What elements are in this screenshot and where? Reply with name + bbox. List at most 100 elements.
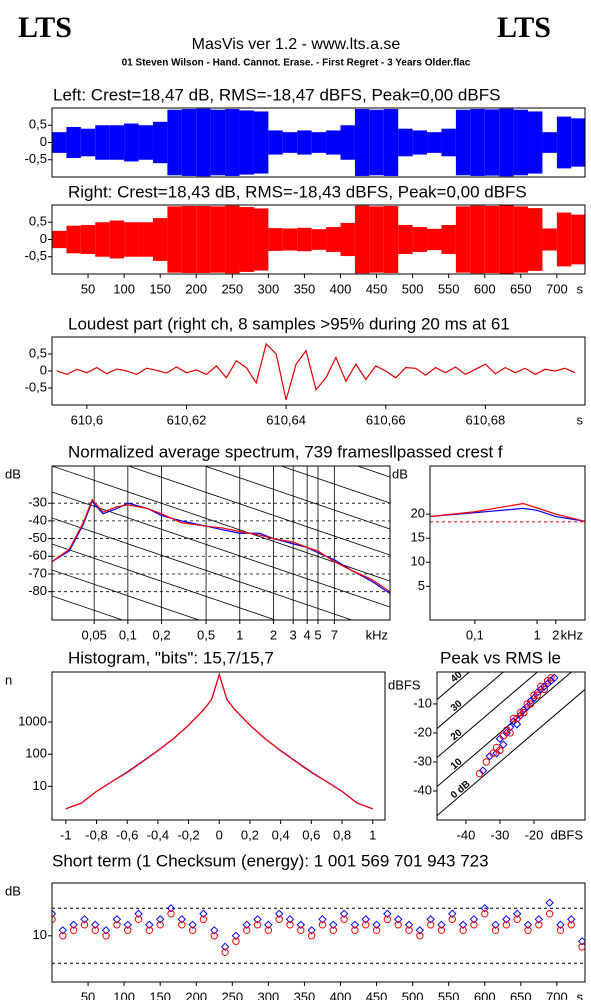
point bbox=[567, 921, 575, 929]
series-line bbox=[430, 507, 585, 522]
point bbox=[274, 909, 284, 919]
crest-label: 0 dB bbox=[449, 779, 473, 801]
point bbox=[134, 915, 143, 923]
point bbox=[459, 926, 467, 934]
y-tick-label: -70 bbox=[28, 565, 47, 580]
series-line bbox=[65, 672, 373, 810]
point bbox=[264, 920, 273, 930]
x-tick-label: 500 bbox=[402, 281, 424, 296]
waveform-segment bbox=[412, 130, 428, 155]
point bbox=[475, 769, 484, 778]
waveform-segment bbox=[354, 205, 370, 274]
waveform-segment bbox=[542, 132, 557, 153]
waveform-segment bbox=[470, 109, 485, 176]
point bbox=[297, 926, 305, 934]
point bbox=[307, 926, 316, 935]
y-tick-label: 5 bbox=[418, 578, 425, 593]
y-tick-label: 20 bbox=[411, 506, 425, 521]
waveform-segment bbox=[109, 220, 125, 259]
x-tick-label: -40 bbox=[457, 827, 476, 842]
waveform-segment bbox=[66, 225, 81, 254]
x-tick-label: 250 bbox=[221, 281, 243, 296]
point bbox=[567, 915, 576, 924]
x-tick-label: 610,6 bbox=[71, 412, 104, 427]
x-tick-label: 2 bbox=[552, 627, 559, 642]
crest-label: 20 bbox=[449, 727, 465, 743]
point bbox=[513, 915, 521, 923]
x-unit: kHz bbox=[561, 627, 583, 642]
y-tick-label: 10 bbox=[411, 554, 425, 569]
point bbox=[426, 915, 435, 924]
point bbox=[339, 909, 349, 919]
chart-title: Histogram, "bits": 15,7/15,7 bbox=[68, 648, 274, 667]
x-tick-label: 0,2 bbox=[153, 627, 171, 642]
plot-frame bbox=[436, 671, 586, 821]
x-tick-label: 0,4 bbox=[272, 827, 290, 842]
app-title: MasVis ver 1.2 - www.lts.a.se bbox=[192, 36, 401, 53]
y-tick-label: 0 bbox=[40, 134, 47, 149]
point bbox=[232, 937, 240, 945]
logo-right: LTS bbox=[497, 11, 551, 44]
x-tick-label: 350 bbox=[294, 281, 316, 296]
x-unit: s bbox=[577, 989, 584, 1000]
y-tick-label: 0 bbox=[40, 362, 47, 377]
slope-line bbox=[127, 466, 390, 556]
point bbox=[534, 915, 544, 924]
chart-title: Left: Crest=18,47 dB, RMS=-18,47 dBFS, P… bbox=[53, 85, 500, 104]
waveform-segment bbox=[427, 228, 442, 251]
point bbox=[177, 915, 187, 924]
x-tick-label: 550 bbox=[438, 989, 460, 1000]
x-tick-label: -20 bbox=[525, 827, 544, 842]
waveform-segment bbox=[52, 230, 67, 249]
x-tick-label: 1 bbox=[369, 827, 376, 842]
plot-area bbox=[52, 205, 585, 274]
point bbox=[80, 915, 89, 924]
point bbox=[329, 920, 338, 930]
point bbox=[286, 921, 294, 929]
x-tick-label: 0,1 bbox=[466, 627, 484, 642]
x-tick-label: -0,2 bbox=[177, 827, 199, 842]
point bbox=[496, 746, 504, 755]
crest-line bbox=[437, 672, 505, 729]
slope-line bbox=[52, 700, 390, 815]
point bbox=[404, 920, 414, 930]
y-tick-label: 10 bbox=[33, 927, 47, 942]
y-unit: dB bbox=[5, 883, 21, 898]
waveform-segment bbox=[124, 222, 139, 257]
point bbox=[91, 926, 99, 934]
point bbox=[113, 921, 121, 929]
x-tick-label: 4 bbox=[304, 627, 311, 642]
waveform-segment bbox=[311, 132, 327, 153]
point bbox=[495, 734, 505, 743]
point bbox=[253, 921, 262, 929]
waveform-segment bbox=[239, 207, 254, 272]
point bbox=[533, 691, 542, 699]
point bbox=[481, 910, 489, 918]
y-tick-label: -30 bbox=[413, 753, 432, 768]
waveform-segment bbox=[340, 125, 355, 160]
waveform-segment bbox=[181, 206, 197, 273]
point bbox=[242, 920, 251, 930]
track-subtitle: 01 Steven Wilson - Hand. Cannot. Erase. … bbox=[122, 58, 471, 69]
point bbox=[59, 932, 67, 940]
x-tick-label: 5 bbox=[314, 627, 321, 642]
waveform-segment bbox=[513, 109, 529, 176]
x-unit: s bbox=[577, 281, 584, 296]
waveform-segment bbox=[383, 206, 399, 273]
crest-line bbox=[437, 672, 471, 700]
point bbox=[547, 674, 555, 682]
point bbox=[166, 904, 176, 913]
point bbox=[480, 904, 489, 913]
waveform-segment bbox=[556, 212, 572, 267]
chart-title: Right: Crest=18,43 dB, RMS=-18,43 dBFS, … bbox=[68, 182, 527, 201]
point bbox=[437, 920, 446, 930]
x-tick-label: 1 bbox=[236, 627, 243, 642]
point bbox=[285, 915, 295, 924]
point bbox=[155, 915, 165, 924]
waveform-segment bbox=[484, 109, 500, 176]
point bbox=[578, 943, 585, 951]
slope-line bbox=[52, 674, 390, 789]
x-unit: kHz bbox=[366, 627, 388, 642]
waveform-segment bbox=[499, 108, 514, 177]
slope-line bbox=[52, 491, 390, 608]
